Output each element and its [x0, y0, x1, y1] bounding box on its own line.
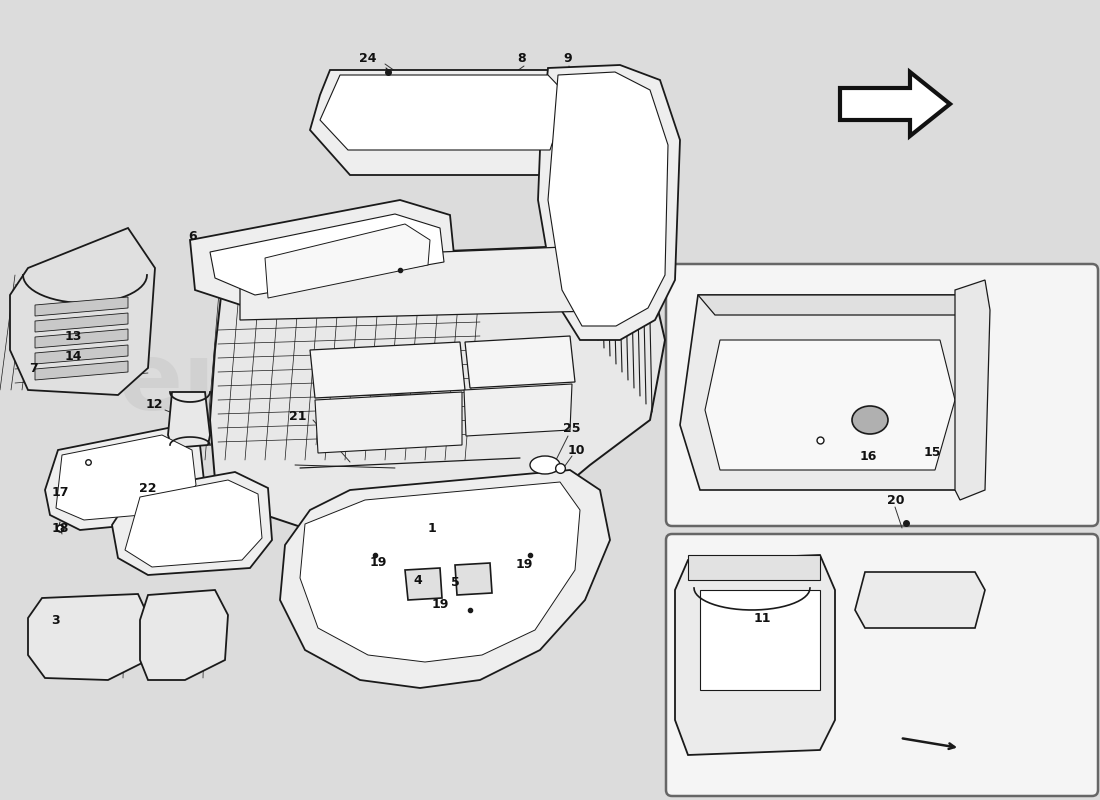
Polygon shape: [675, 555, 835, 755]
Text: 7: 7: [29, 362, 37, 374]
FancyBboxPatch shape: [666, 264, 1098, 526]
Text: 11: 11: [754, 611, 771, 625]
Text: 16: 16: [859, 450, 877, 462]
Polygon shape: [320, 75, 568, 150]
Text: 19: 19: [431, 598, 449, 611]
Text: 3: 3: [51, 614, 59, 626]
Polygon shape: [705, 340, 955, 470]
Polygon shape: [538, 65, 680, 340]
Polygon shape: [548, 72, 668, 326]
Text: 5: 5: [451, 575, 460, 589]
Polygon shape: [45, 428, 205, 530]
Ellipse shape: [852, 406, 888, 434]
Polygon shape: [28, 594, 150, 680]
Polygon shape: [210, 245, 666, 540]
Polygon shape: [240, 246, 640, 320]
Polygon shape: [125, 480, 262, 567]
Polygon shape: [455, 563, 492, 595]
Polygon shape: [35, 361, 128, 380]
Polygon shape: [464, 384, 572, 436]
Text: 1: 1: [428, 522, 437, 534]
Text: 20: 20: [888, 494, 904, 506]
FancyBboxPatch shape: [666, 534, 1098, 796]
Polygon shape: [855, 572, 984, 628]
Polygon shape: [168, 392, 210, 448]
Text: 6: 6: [189, 230, 197, 242]
Polygon shape: [35, 345, 128, 364]
Polygon shape: [35, 313, 128, 332]
Text: 18: 18: [52, 522, 68, 534]
Polygon shape: [840, 72, 950, 136]
Polygon shape: [35, 297, 128, 316]
Text: 10: 10: [568, 443, 585, 457]
Polygon shape: [465, 336, 575, 388]
Polygon shape: [112, 472, 272, 575]
Polygon shape: [140, 590, 228, 680]
Text: 9: 9: [563, 51, 572, 65]
Polygon shape: [35, 329, 128, 348]
Text: 19: 19: [515, 558, 532, 571]
Text: 15: 15: [923, 446, 940, 459]
Text: 12: 12: [145, 398, 163, 411]
Text: 14: 14: [64, 350, 81, 362]
Polygon shape: [10, 228, 155, 395]
Text: 21: 21: [289, 410, 307, 422]
Text: 24: 24: [360, 51, 376, 65]
Polygon shape: [190, 200, 455, 308]
Polygon shape: [698, 295, 975, 315]
Polygon shape: [265, 224, 430, 298]
Polygon shape: [700, 590, 820, 690]
Polygon shape: [310, 70, 580, 175]
Text: 13: 13: [64, 330, 81, 342]
Polygon shape: [280, 470, 610, 688]
Text: 22: 22: [140, 482, 156, 494]
Text: 4: 4: [414, 574, 422, 586]
Polygon shape: [688, 555, 820, 580]
Polygon shape: [315, 392, 462, 453]
Text: 8: 8: [518, 51, 526, 65]
Polygon shape: [310, 342, 465, 398]
Polygon shape: [680, 295, 980, 490]
Text: 25: 25: [563, 422, 581, 434]
Text: eurospares: eurospares: [119, 338, 717, 430]
Polygon shape: [405, 568, 442, 600]
Text: 17: 17: [52, 486, 68, 498]
Polygon shape: [300, 482, 580, 662]
Polygon shape: [210, 214, 444, 295]
Ellipse shape: [530, 456, 560, 474]
Text: 19: 19: [370, 555, 387, 569]
Polygon shape: [56, 435, 196, 520]
Polygon shape: [955, 280, 990, 500]
